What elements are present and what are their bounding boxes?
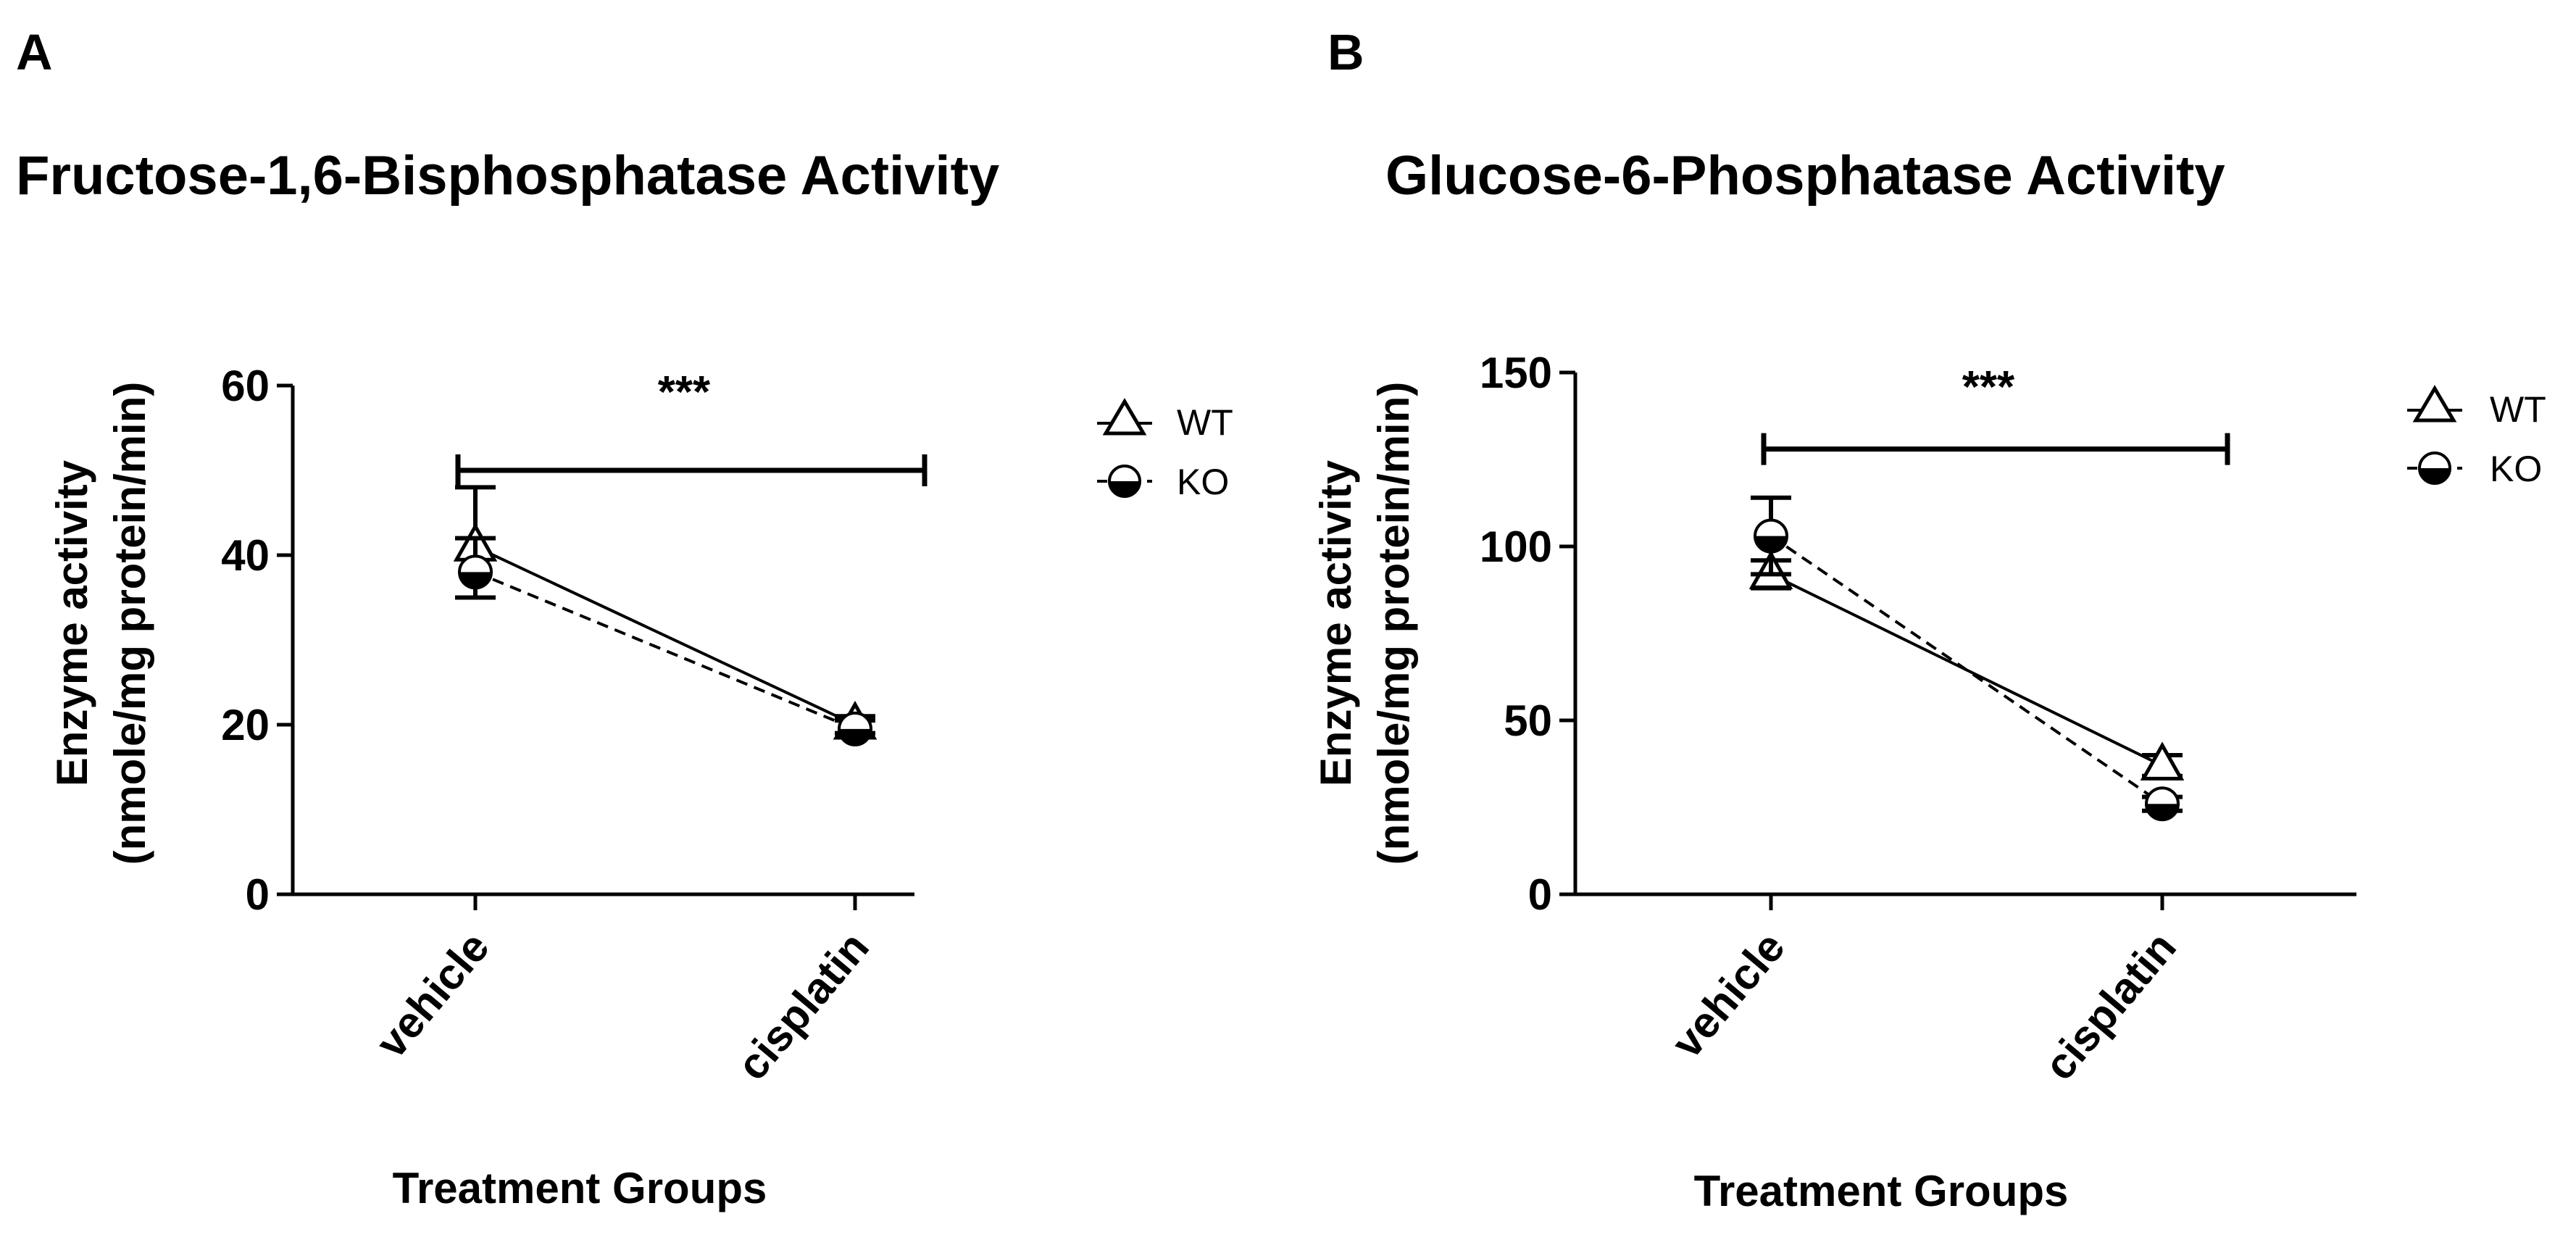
legend-label-ko: KO	[2490, 449, 2542, 489]
y-tick-label: 150	[1480, 349, 1552, 397]
legend-item-ko: KO	[2407, 449, 2542, 489]
y-axis-subtitle: (nmole/mg protein/min)	[106, 382, 154, 865]
legend-item-ko: KO	[1097, 462, 1229, 502]
significance-label: ***	[1962, 362, 2015, 412]
data-point-ko	[2145, 786, 2180, 822]
y-tick-label: 0	[246, 870, 270, 919]
legend-label-ko: KO	[1177, 462, 1229, 502]
significance-bracket: ***	[1761, 362, 2230, 465]
triangle-marker-icon	[1102, 398, 1147, 436]
legend: WT KO	[2407, 385, 2546, 489]
panel-b: B Glucose-6-Phosphatase Activity Enzyme …	[1312, 24, 2546, 1215]
panel-a: A Fructose-1,6-Bisphosphatase Activity E…	[16, 24, 1233, 1212]
x-axis-title: Treatment Groups	[393, 1164, 767, 1212]
y-tick-label: 0	[1528, 870, 1552, 919]
series-layer	[453, 485, 878, 746]
x-category-label: cisplatin	[2035, 923, 2185, 1089]
y-tick-label: 20	[221, 701, 270, 749]
panel-letter: B	[1327, 24, 1364, 80]
legend-label-wt: WT	[2490, 389, 2546, 430]
y-ticks: 0 20 40 60	[221, 362, 293, 919]
y-tick-label: 100	[1480, 523, 1552, 571]
series-line-ko	[1770, 534, 2164, 805]
chart-title: Glucose-6-Phosphatase Activity	[1385, 145, 2225, 207]
data-point-wt	[2140, 741, 2185, 781]
series-line-ko	[475, 570, 856, 731]
panel-letter: A	[16, 24, 53, 80]
data-point-ko	[458, 554, 493, 590]
series-layer	[1748, 495, 2185, 822]
y-tick-label: 60	[221, 362, 270, 410]
y-tick-label: 40	[221, 531, 270, 580]
x-category-label: vehicle	[1662, 923, 1794, 1067]
x-category-label: vehicle	[367, 923, 499, 1067]
x-category-labels: vehicle cisplatin	[367, 894, 878, 1089]
data-point-ko	[838, 711, 872, 746]
legend-item-wt: WT	[1097, 398, 1233, 443]
x-category-label: cisplatin	[728, 923, 878, 1089]
y-axis-title: Enzyme activity	[1312, 459, 1360, 786]
significance-label: ***	[658, 367, 711, 417]
half-filled-circle-marker-icon	[2418, 452, 2451, 485]
legend-label-wt: WT	[1177, 402, 1233, 443]
y-tick-label: 50	[1504, 696, 1552, 745]
triangle-marker-icon	[2412, 385, 2457, 423]
y-axis-title: Enzyme activity	[48, 459, 96, 786]
half-filled-circle-marker-icon	[1108, 465, 1141, 498]
x-axis-title: Treatment Groups	[1694, 1167, 2069, 1215]
legend: WT KO	[1097, 398, 1233, 502]
significance-bracket: ***	[455, 367, 928, 486]
series-line-wt	[475, 545, 856, 726]
chart-title: Fructose-1,6-Bisphosphatase Activity	[16, 145, 999, 207]
data-point-ko	[1754, 518, 1788, 554]
y-ticks: 0 50 100 150	[1480, 349, 1575, 919]
x-category-labels: vehicle cisplatin	[1662, 894, 2185, 1089]
legend-item-wt: WT	[2407, 385, 2546, 430]
y-axis-subtitle: (nmole/mg protein/min)	[1370, 382, 1418, 865]
